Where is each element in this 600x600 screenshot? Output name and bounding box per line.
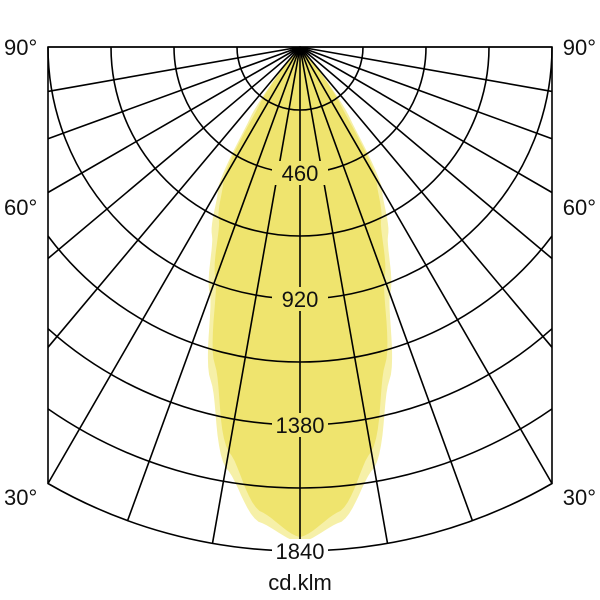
grid-radial-line [299,46,553,484]
grid-radial-line [299,46,553,140]
unit-label: cd.klm [268,570,332,595]
angle-label-right: 60° [563,195,596,220]
grid-radial-line [47,46,301,93]
grid-radial-line [299,46,474,521]
grid-radial-line [299,46,553,348]
angle-label-right: 90° [563,35,596,60]
grid-radial-line [299,46,553,260]
angle-label-left: 90° [4,35,37,60]
grid-radial-line [299,46,389,544]
grid-radial-line [47,46,301,140]
radial-tick-label: 1380 [276,413,325,438]
radial-tick-label-bg [272,539,328,563]
grid-radial-line [299,46,553,93]
grid-radial-line [47,46,301,260]
angle-label-left: 30° [4,485,37,510]
radial-tick-label: 1840 [276,539,325,564]
grid-radial-line [299,46,553,194]
radial-tick-label-bg [272,287,328,311]
grid-radial-line [126,46,301,521]
angle-label-right: 30° [563,485,596,510]
grid-radial-line [47,46,301,484]
grid-radial-line [211,46,301,544]
grid-radial-line [47,46,301,194]
radial-tick-label: 920 [282,287,319,312]
grid-radial-line [47,46,301,348]
radial-tick-label-bg [272,413,328,437]
angle-label-left: 60° [4,195,37,220]
radial-tick-label-bg [272,161,328,185]
radial-tick-label: 460 [282,161,319,186]
